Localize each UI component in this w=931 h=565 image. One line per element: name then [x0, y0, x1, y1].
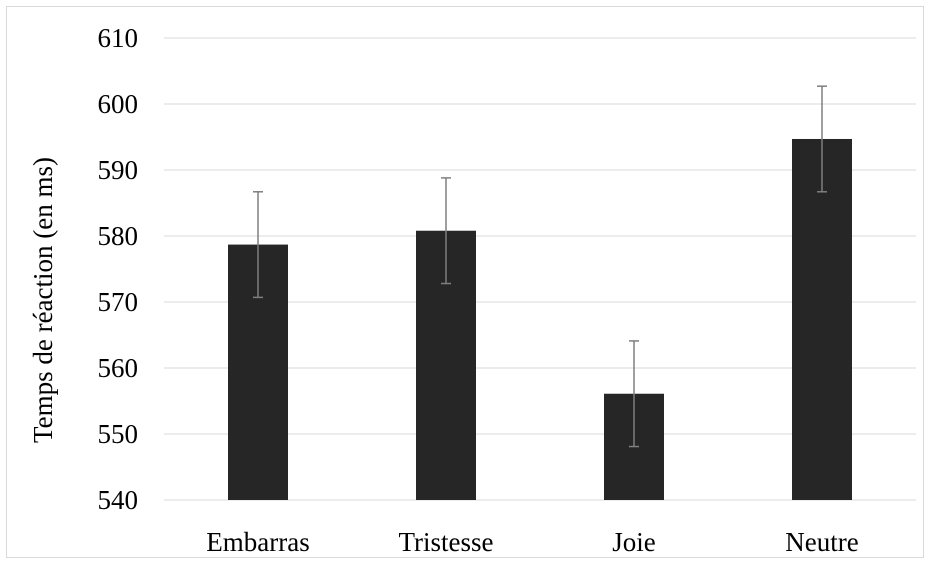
- error-bar-embarras: [253, 191, 263, 299]
- y-tick-label: 560: [98, 353, 139, 383]
- error-bar-tristesse: [441, 177, 451, 285]
- bars: [228, 138, 852, 501]
- x-tick-label: Neutre: [785, 527, 858, 557]
- x-axis-ticks: Embarras Tristesse Joie Neutre: [206, 527, 858, 557]
- y-axis-title: Temps de réaction (en ms): [28, 157, 58, 443]
- error-bar-neutre: [817, 85, 827, 193]
- y-tick-label: 550: [98, 419, 139, 449]
- y-tick-label: 600: [98, 89, 139, 119]
- x-tick-label: Joie: [612, 527, 656, 557]
- error-bars: [253, 85, 827, 448]
- error-bar-joie: [629, 340, 639, 448]
- y-tick-label: 580: [98, 221, 139, 251]
- y-tick-label: 590: [98, 155, 139, 185]
- y-tick-label: 610: [98, 23, 139, 53]
- x-tick-label: Embarras: [206, 527, 309, 557]
- y-tick-label: 540: [98, 485, 139, 515]
- y-axis-ticks: 540 550 560 570 580 590 600 610: [98, 23, 139, 515]
- x-tick-label: Tristesse: [398, 527, 493, 557]
- y-tick-label: 570: [98, 287, 139, 317]
- bar-neutre: [792, 138, 852, 501]
- gridlines: [164, 37, 916, 501]
